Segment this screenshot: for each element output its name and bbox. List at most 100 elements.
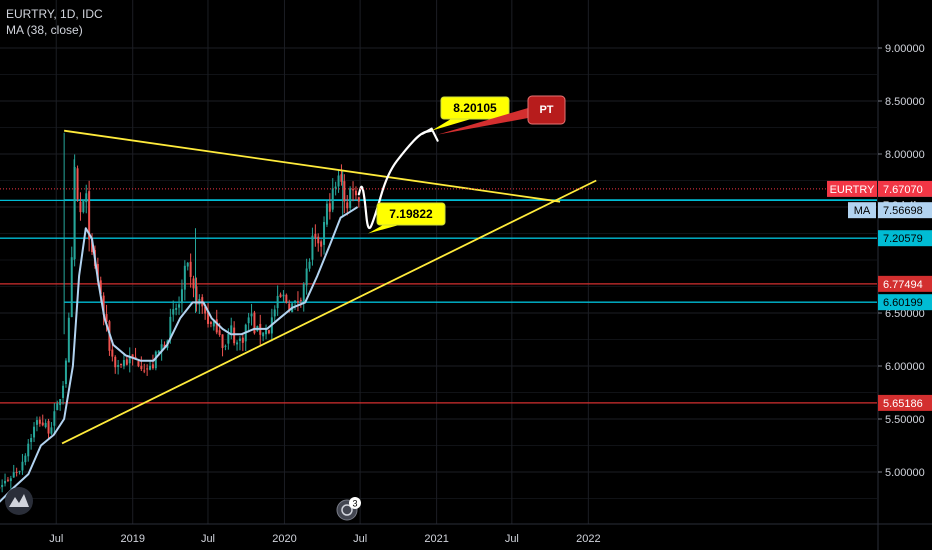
candle-body bbox=[30, 438, 33, 443]
target-label-box[interactable] bbox=[440, 96, 510, 120]
candle-body bbox=[9, 478, 12, 482]
candle-body bbox=[352, 189, 355, 191]
candle-body bbox=[212, 320, 215, 327]
candle-body bbox=[282, 294, 285, 297]
candle-body bbox=[357, 197, 360, 202]
cyan-level-4-badge bbox=[878, 294, 932, 311]
ma-badge-name[interactable] bbox=[848, 202, 876, 219]
candle-body bbox=[334, 186, 337, 189]
x-tick-label: Jul bbox=[353, 533, 367, 545]
candle-body bbox=[178, 304, 181, 308]
candle-body bbox=[6, 479, 9, 481]
symbol-badge-text: EURTRY bbox=[830, 184, 875, 196]
last-price-badge bbox=[878, 180, 932, 197]
candle-body bbox=[67, 317, 70, 363]
red-level-1-badge-text: 6.77494 bbox=[883, 279, 923, 291]
candle-body bbox=[262, 332, 265, 337]
candle-body bbox=[331, 188, 334, 210]
candle-body bbox=[33, 426, 36, 438]
candle-body bbox=[267, 330, 270, 334]
events-count-badge bbox=[349, 497, 361, 509]
y-tick-label: 6.50000 bbox=[885, 308, 925, 320]
dip-label-pointer bbox=[368, 225, 399, 234]
candle-body bbox=[151, 364, 154, 369]
candle-body bbox=[18, 471, 21, 473]
candle-body bbox=[41, 422, 44, 426]
candle-body bbox=[276, 295, 279, 309]
target-label-text: 8.20105 bbox=[453, 101, 497, 115]
y-tick-label: 5.50000 bbox=[885, 414, 925, 426]
candle-body bbox=[122, 360, 125, 367]
red-level-2-badge-text: 5.65186 bbox=[883, 398, 923, 410]
upper-resistance-trendline[interactable] bbox=[64, 129, 561, 203]
candle-body bbox=[221, 334, 224, 348]
y-tick-label: 5.00000 bbox=[885, 467, 925, 479]
lower-support-trendline[interactable] bbox=[61, 179, 597, 445]
ma-badge-name-text: MA bbox=[854, 205, 871, 217]
candle-body bbox=[288, 303, 291, 311]
candle-body bbox=[21, 461, 24, 471]
candle-body bbox=[273, 309, 276, 317]
candle-body bbox=[154, 351, 157, 369]
dip-label-box[interactable] bbox=[376, 202, 446, 226]
candle-body bbox=[157, 350, 160, 354]
candle-body bbox=[125, 359, 128, 365]
candle-body bbox=[172, 309, 175, 315]
x-tick-label: 2020 bbox=[272, 533, 296, 545]
events-icon-inner bbox=[341, 504, 353, 516]
candle-body bbox=[137, 361, 140, 367]
candle-body bbox=[207, 311, 210, 324]
candle-body bbox=[325, 203, 328, 225]
candle-body bbox=[305, 268, 308, 286]
candle-body bbox=[279, 294, 282, 298]
candle-body bbox=[238, 338, 241, 341]
candle-body bbox=[105, 314, 108, 322]
projection-arrowhead bbox=[421, 127, 439, 142]
candle-body bbox=[111, 349, 114, 357]
candle-body bbox=[169, 316, 172, 340]
projection-path[interactable] bbox=[357, 129, 433, 230]
candle-body bbox=[233, 327, 236, 344]
moving-average-line[interactable] bbox=[0, 206, 359, 509]
x-tick-label: 2019 bbox=[120, 533, 144, 545]
candle-body bbox=[1, 484, 4, 488]
candle-body bbox=[70, 257, 73, 318]
candle-body bbox=[218, 330, 221, 335]
candle-body bbox=[189, 261, 192, 277]
candle-body bbox=[337, 175, 340, 187]
candle-body bbox=[323, 222, 326, 245]
candle-body bbox=[59, 399, 62, 406]
candle-body bbox=[99, 280, 102, 295]
candle-body bbox=[50, 427, 53, 434]
candle-body bbox=[47, 420, 50, 434]
candle-body bbox=[340, 174, 343, 182]
candle-body bbox=[62, 385, 65, 398]
candle-body bbox=[192, 278, 195, 289]
candle-body bbox=[224, 345, 227, 347]
candle-body bbox=[195, 286, 198, 305]
candle-body bbox=[85, 193, 88, 203]
target-label-pointer bbox=[431, 119, 471, 131]
x-tick-label: Jul bbox=[505, 533, 519, 545]
candle-body bbox=[140, 365, 143, 370]
pt-label-text: PT bbox=[539, 104, 553, 116]
candle-body bbox=[314, 233, 317, 238]
candle-body bbox=[82, 199, 85, 213]
dip-label-text: 7.19822 bbox=[389, 207, 433, 221]
candle-body bbox=[236, 342, 239, 345]
pt-label-box[interactable] bbox=[527, 95, 566, 125]
symbol-title[interactable]: EURTRY, 1D, IDC bbox=[6, 7, 103, 21]
candle-body bbox=[4, 480, 7, 484]
candle-body bbox=[73, 166, 76, 260]
candle-body bbox=[76, 168, 79, 200]
cyan-level-4-badge-text: 6.60199 bbox=[883, 297, 923, 309]
symbol-badge[interactable] bbox=[827, 180, 877, 197]
candle-body bbox=[215, 319, 218, 333]
candle-body bbox=[160, 344, 163, 351]
candle-body bbox=[146, 368, 149, 370]
indicator-title[interactable]: MA (38, close) bbox=[6, 23, 83, 37]
candle-body bbox=[294, 300, 297, 302]
candle-body bbox=[241, 337, 244, 343]
